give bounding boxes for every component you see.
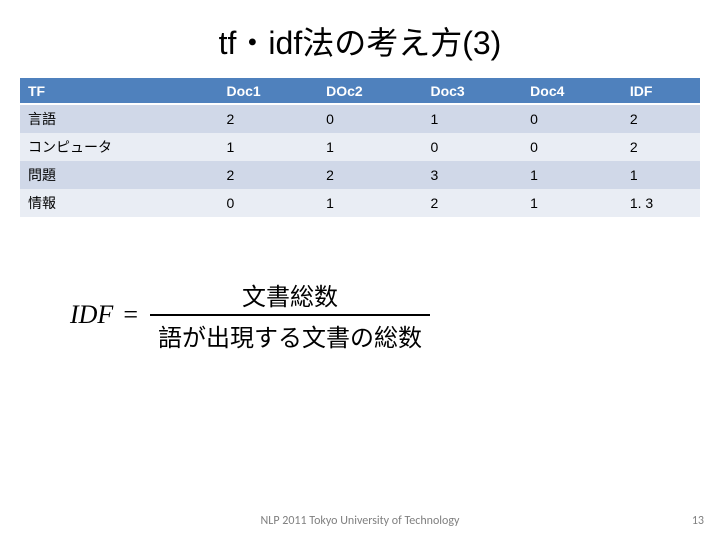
table-row: 情報 0 1 2 1 1. 3 [20, 189, 700, 217]
cell: 2 [422, 189, 522, 217]
cell: 1 [422, 104, 522, 133]
cell: 2 [622, 104, 700, 133]
idf-formula: IDF = 文書総数 語が出現する文書の総数 [70, 277, 630, 353]
page-number: 13 [692, 514, 704, 528]
cell: 1 [522, 161, 622, 189]
cell: 1 [318, 189, 422, 217]
col-header: TF [20, 78, 218, 104]
equals-sign: = [123, 300, 138, 330]
cell: 1 [218, 133, 318, 161]
col-header: Doc1 [218, 78, 318, 104]
col-header: Doc4 [522, 78, 622, 104]
tfidf-table: TF Doc1 DOc2 Doc3 Doc4 IDF 言語 2 0 1 0 2 … [20, 78, 700, 217]
cell: 2 [218, 104, 318, 133]
col-header: IDF [622, 78, 700, 104]
cell: コンピュータ [20, 133, 218, 161]
denominator: 語が出現する文書の総数 [150, 314, 430, 353]
cell: 0 [422, 133, 522, 161]
cell: 0 [318, 104, 422, 133]
cell: 2 [318, 161, 422, 189]
footer-text: NLP 2011 Tokyo University of Technology [0, 514, 720, 528]
cell: 2 [622, 133, 700, 161]
numerator: 文書総数 [234, 277, 346, 314]
cell: 1 [522, 189, 622, 217]
col-header: DOc2 [318, 78, 422, 104]
cell: 0 [522, 133, 622, 161]
table-row: 問題 2 2 3 1 1 [20, 161, 700, 189]
cell: 1 [622, 161, 700, 189]
table-header-row: TF Doc1 DOc2 Doc3 Doc4 IDF [20, 78, 700, 104]
cell: 3 [422, 161, 522, 189]
table-row: 言語 2 0 1 0 2 [20, 104, 700, 133]
slide-title: tf・idf法の考え方(3) [0, 0, 720, 78]
cell: 0 [522, 104, 622, 133]
formula-lhs: IDF [70, 300, 113, 330]
cell: 問題 [20, 161, 218, 189]
col-header: Doc3 [422, 78, 522, 104]
fraction: 文書総数 語が出現する文書の総数 [150, 277, 430, 353]
cell: 0 [218, 189, 318, 217]
cell: 1 [318, 133, 422, 161]
table-row: コンピュータ 1 1 0 0 2 [20, 133, 700, 161]
cell: 1. 3 [622, 189, 700, 217]
cell: 情報 [20, 189, 218, 217]
cell: 言語 [20, 104, 218, 133]
cell: 2 [218, 161, 318, 189]
